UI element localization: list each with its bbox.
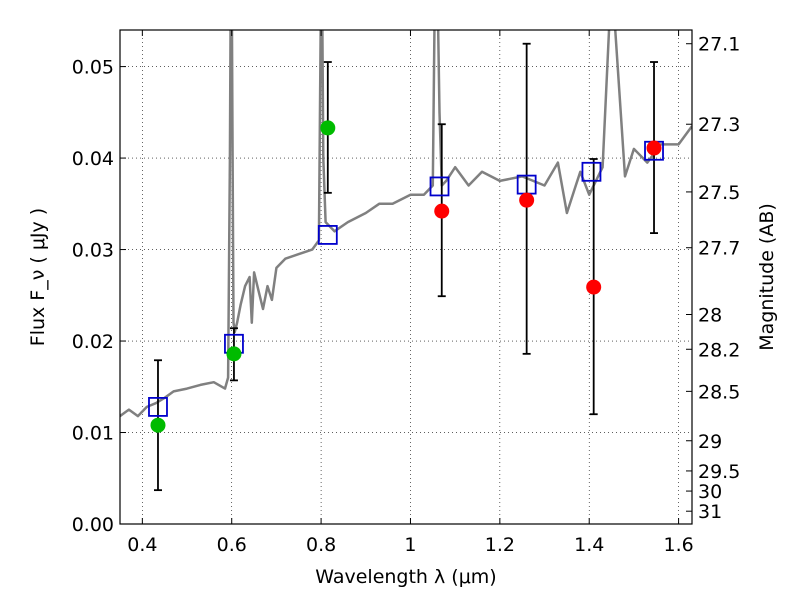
y2-tick-label: 27.5	[698, 182, 740, 204]
x-tick-label: 0.4	[127, 534, 157, 556]
y-tick-label: 0.05	[72, 57, 114, 79]
non-detections-point	[646, 140, 662, 156]
y2-tick-label: 29.5	[698, 461, 740, 483]
y2-tick-label: 27.3	[698, 114, 740, 136]
detections-point	[226, 346, 242, 362]
non-detections-point	[434, 203, 450, 219]
x-axis-label: Wavelength λ (μm)	[315, 566, 496, 588]
non-detections-point	[519, 192, 535, 208]
model-photometry-point	[581, 161, 602, 182]
x-tick-label: 1.2	[485, 534, 515, 556]
y-tick-label: 0.00	[72, 514, 114, 536]
y2-tick-label: 27.7	[698, 238, 740, 260]
y2-tick-label: 30	[698, 481, 722, 503]
model-photometry-point	[317, 225, 338, 245]
x-tick-label: 1.4	[574, 534, 604, 556]
y2-tick-label: 28	[698, 305, 722, 327]
y-tick-label: 0.04	[72, 148, 114, 170]
x-tick-label: 1	[404, 534, 416, 556]
y2-tick-label: 28.5	[698, 381, 740, 403]
y-tick-label: 0.02	[72, 331, 114, 353]
model-photometry-point	[429, 176, 450, 197]
y2-tick-label: 31	[698, 501, 722, 523]
x-tick-label: 0.6	[217, 534, 247, 556]
non-detections-point	[586, 279, 602, 295]
y-tick-label: 0.03	[72, 240, 114, 262]
y2-axis-label: Magnitude (AB)	[756, 203, 778, 351]
detections-point	[320, 120, 336, 136]
spectrum-line	[120, 30, 692, 418]
y-tick-label: 0.01	[72, 423, 114, 445]
y2-tick-label: 28.2	[698, 339, 740, 361]
y-axis-label: Flux F_ν ( μJy )	[27, 208, 49, 346]
x-tick-label: 0.8	[306, 534, 336, 556]
x-tick-label: 1.6	[663, 534, 693, 556]
axis-ticks: 0.4 0.6 0.8 1 1.2 1.4 1.6 0.00 0.01 0.02 0.03 0.04 0…	[72, 30, 740, 556]
plot-data	[120, 30, 692, 492]
model-photometry-point	[148, 397, 168, 417]
y2-tick-label: 29	[698, 431, 722, 453]
y2-tick-label: 27.1	[698, 34, 740, 56]
detections-point	[150, 417, 166, 433]
plot-frame	[119, 29, 693, 525]
